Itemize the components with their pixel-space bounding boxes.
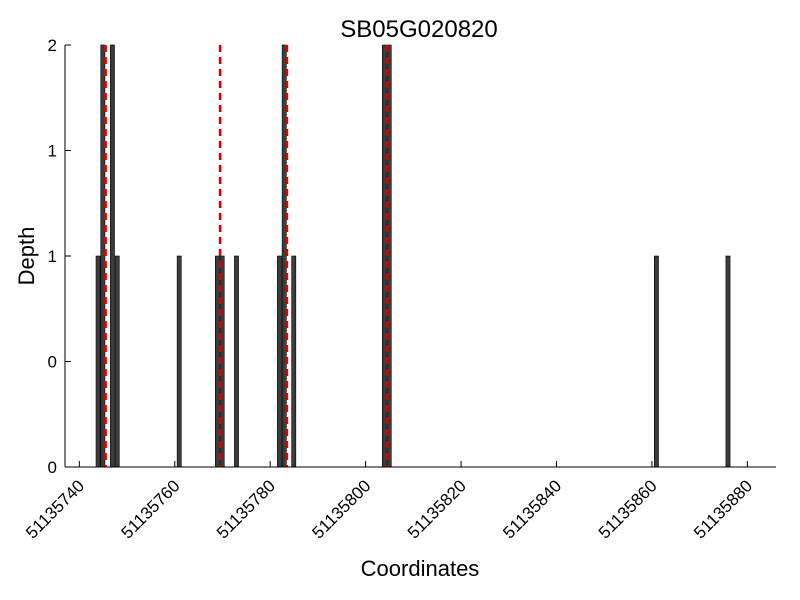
x-tick-label-4: 51135820 — [404, 476, 470, 542]
x-tick-label-2: 51135780 — [213, 476, 279, 542]
bar-4 — [176, 255, 182, 468]
x-axis-label: Coordinates — [361, 556, 480, 581]
x-ticks: 51135740 51135760 51135780 51135800 51135820… — [22, 461, 756, 542]
y-tick-label-1: 0 — [48, 353, 57, 372]
bar-7 — [234, 255, 239, 468]
x-tick-label-6: 51135860 — [595, 476, 661, 542]
bar-14 — [725, 255, 731, 468]
x-tick-label-0: 51135740 — [22, 476, 88, 542]
y-ticks: 0 0 1 1 2 — [48, 36, 71, 477]
y-axis-label: Depth — [14, 227, 39, 286]
markers-group — [104, 45, 389, 467]
y-tick-label-2: 1 — [48, 247, 57, 266]
y-tick-label-0: 0 — [48, 458, 57, 477]
x-tick-label-1: 51135760 — [118, 476, 184, 542]
bar-10 — [291, 255, 297, 468]
bar-13 — [654, 255, 659, 468]
bar-2 — [110, 44, 115, 468]
x-tick-label-7: 51135880 — [690, 476, 756, 542]
chart-title: SB05G020820 — [340, 16, 497, 43]
bar-0 — [95, 255, 101, 468]
bar-8 — [277, 255, 282, 468]
x-tick-label-3: 51135800 — [308, 476, 374, 542]
x-tick-label-5: 51135840 — [499, 476, 565, 542]
bars-group — [95, 44, 731, 468]
bar-3 — [114, 255, 120, 468]
y-tick-label-4: 2 — [48, 36, 57, 55]
y-tick-label-3: 1 — [48, 142, 57, 161]
